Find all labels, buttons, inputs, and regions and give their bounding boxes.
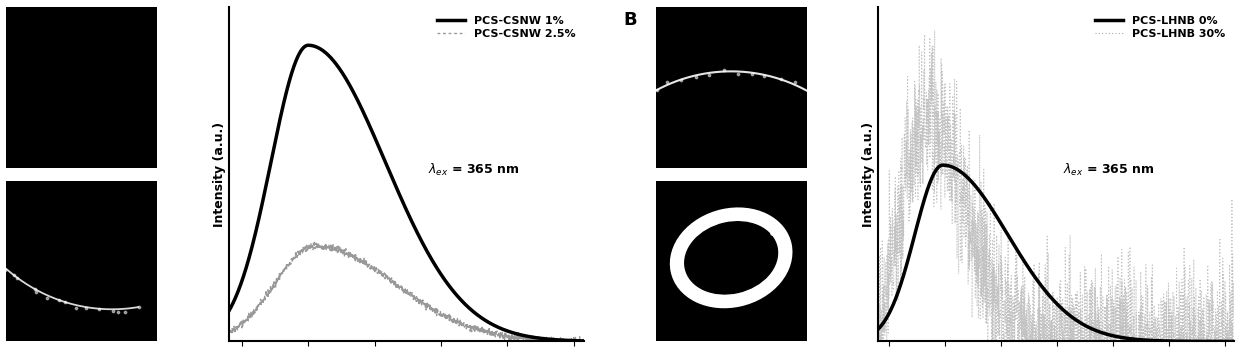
Ellipse shape (671, 209, 791, 307)
Point (743, 71, 763, 76)
Text: A: A (6, 11, 20, 29)
Point (37, 295, 57, 301)
Legend: PCS-CSNW 1%, PCS-CSNW 2.5%: PCS-CSNW 1%, PCS-CSNW 2.5% (434, 13, 579, 43)
Point (771, 232, 791, 237)
Point (758, 219, 777, 225)
Point (108, 309, 128, 315)
Text: PCS-LHNW 0%: PCS-LHNW 0% (693, 197, 769, 207)
Point (800, 86, 820, 92)
Point (771, 76, 791, 82)
Point (76, 306, 95, 311)
Point (699, 72, 719, 77)
Point (4, 272, 24, 278)
Point (744, 212, 764, 218)
Point (785, 79, 805, 84)
Point (129, 305, 149, 310)
Y-axis label: Intensity (a.u.): Intensity (a.u.) (213, 122, 226, 227)
Point (755, 222, 775, 227)
Point (56, 300, 76, 305)
Point (733, 210, 753, 216)
Point (754, 73, 774, 79)
Point (0, 268, 15, 273)
Point (26, 289, 46, 295)
Point (765, 226, 785, 232)
Point (714, 67, 734, 73)
Point (750, 215, 770, 221)
Point (728, 71, 748, 77)
Point (66, 305, 86, 311)
Y-axis label: Intensity (a.u.): Intensity (a.u.) (862, 122, 875, 227)
Point (657, 79, 677, 84)
Point (89, 306, 109, 312)
Point (647, 87, 667, 93)
Legend: PCS-LHNB 0%, PCS-LHNB 30%: PCS-LHNB 0%, PCS-LHNB 30% (1091, 13, 1229, 43)
Point (50, 297, 69, 303)
Text: B: B (624, 11, 637, 29)
Text: $\lambda_{ex}$ = 365 nm: $\lambda_{ex}$ = 365 nm (428, 162, 520, 178)
Ellipse shape (684, 222, 777, 294)
Point (115, 309, 135, 315)
Point (7, 276, 27, 281)
Text: $\lambda_{ex}$ = 365 nm: $\lambda_{ex}$ = 365 nm (1063, 162, 1154, 178)
Text: PCS-CSNW 1%: PCS-CSNW 1% (43, 197, 120, 207)
Point (687, 74, 707, 80)
Point (103, 308, 123, 314)
Point (763, 230, 782, 235)
Point (25, 286, 45, 291)
Point (672, 77, 692, 82)
